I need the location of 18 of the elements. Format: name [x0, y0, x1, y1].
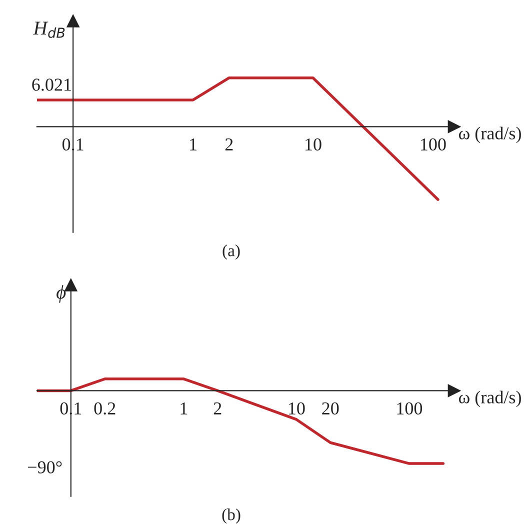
x-axis-title: ω (rad/s) — [458, 126, 521, 144]
x-tick-label: 2 — [214, 402, 222, 414]
x-tick-label: 20 — [322, 402, 339, 415]
x-tick-label: 100 — [421, 138, 446, 151]
x-tick-label: 100 — [397, 402, 422, 415]
x-tick-label: 1 — [180, 402, 188, 414]
x-tick-label: 0.2 — [94, 402, 116, 415]
y-axis-title: H$_{dB}$ — [33, 22, 65, 38]
y-axis-title: ϕ — [56, 285, 66, 303]
x-axis-title: ω (rad/s) — [458, 390, 521, 408]
x-tick-label: 2 — [225, 138, 233, 150]
x-tick-label: 10 — [306, 138, 322, 151]
annotation: 6.021 — [32, 78, 71, 91]
x-tick-label: 10 — [289, 402, 305, 415]
text: (b) — [222, 508, 240, 524]
x-tick-label: 1 — [190, 138, 196, 150]
annotation: −90° — [28, 461, 62, 474]
text: (a) — [222, 244, 240, 260]
